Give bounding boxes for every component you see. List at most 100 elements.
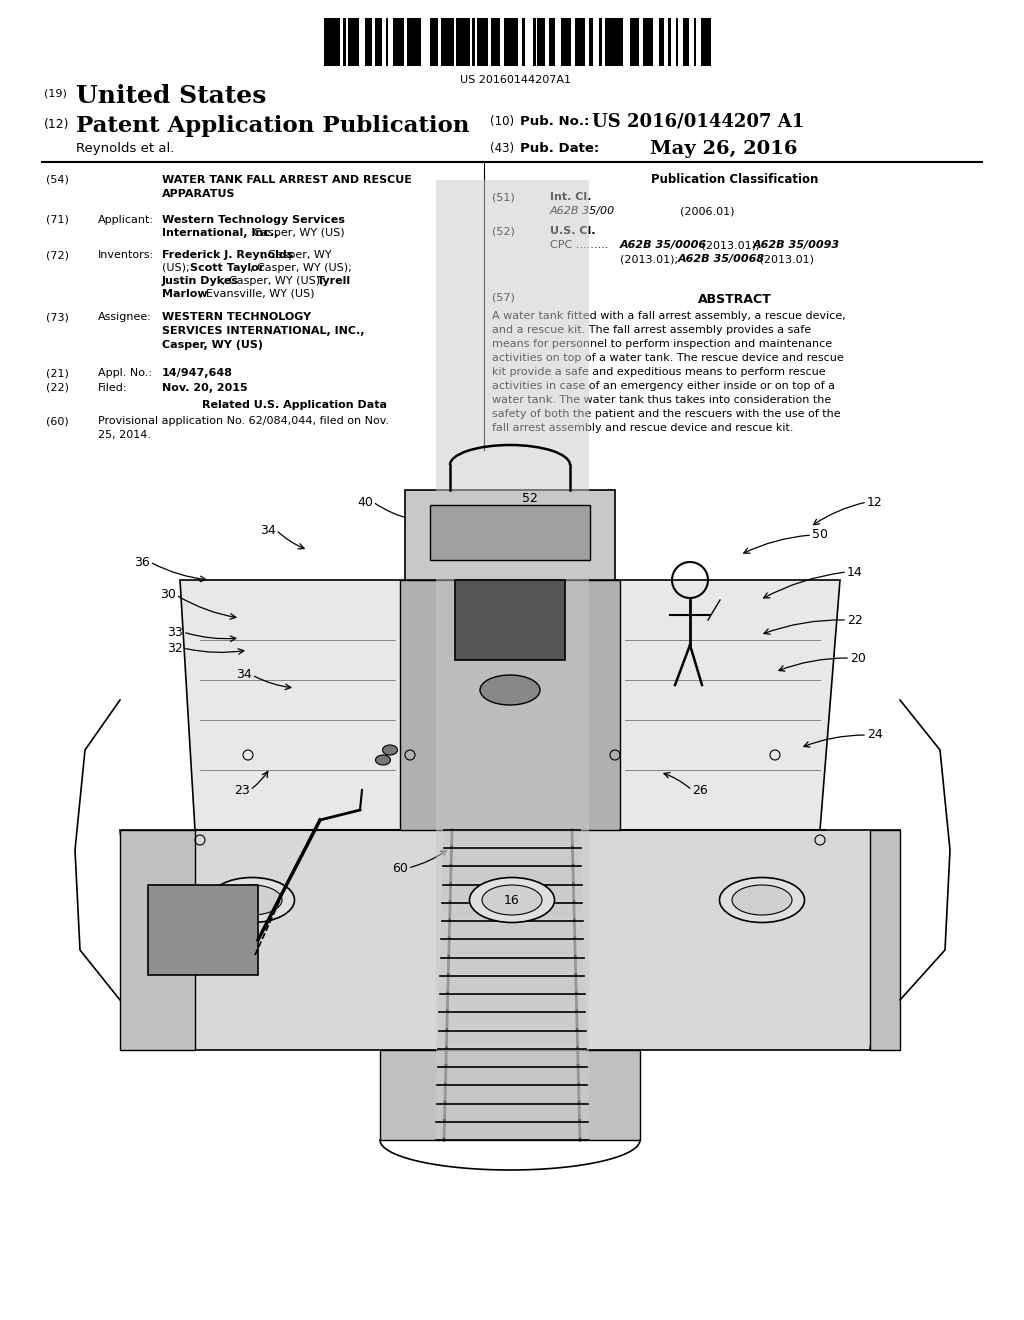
Bar	[549, 18, 553, 66]
Text: (2013.01);: (2013.01);	[620, 253, 682, 264]
Polygon shape	[441, 903, 583, 919]
Text: 40: 40	[357, 495, 373, 508]
Bar	[581, 18, 585, 66]
Text: Int. Cl.: Int. Cl.	[550, 191, 592, 202]
Text: Provisional application No. 62/084,044, filed on Nov.
25, 2014.: Provisional application No. 62/084,044, …	[98, 416, 389, 440]
Bar	[511, 18, 513, 66]
Polygon shape	[870, 830, 900, 1049]
Text: (2013.01): (2013.01)	[756, 253, 814, 264]
Text: , Casper, WY (US);: , Casper, WY (US);	[250, 263, 352, 273]
Text: 20: 20	[850, 652, 866, 664]
Bar	[662, 18, 664, 66]
Text: International, Inc.,: International, Inc.,	[162, 228, 279, 238]
Text: A62B 35/00: A62B 35/00	[550, 206, 615, 216]
Bar	[504, 18, 507, 66]
Bar	[650, 18, 652, 66]
Bar	[571, 18, 574, 66]
Bar	[647, 18, 650, 66]
Text: Pub. Date:: Pub. Date:	[520, 143, 599, 154]
Bar	[407, 18, 410, 66]
Bar	[479, 18, 483, 66]
Bar	[358, 18, 362, 66]
Text: United States: United States	[76, 84, 266, 108]
Bar	[638, 18, 639, 66]
Ellipse shape	[480, 675, 540, 705]
Text: 14/947,648: 14/947,648	[162, 368, 233, 378]
Bar	[493, 18, 495, 66]
Bar	[431, 18, 433, 66]
Polygon shape	[438, 994, 586, 1010]
Bar	[616, 18, 618, 66]
Text: A water tank fitted with a fall arrest assembly, a rescue device,
and a rescue k: A water tank fitted with a fall arrest a…	[492, 312, 846, 433]
Bar	[500, 18, 504, 66]
Bar	[441, 18, 443, 66]
Text: 34: 34	[260, 524, 275, 536]
Text: Justin Dykes: Justin Dykes	[162, 276, 239, 286]
Bar	[438, 18, 441, 66]
Bar	[433, 18, 437, 66]
Polygon shape	[441, 884, 583, 900]
Text: (19): (19)	[44, 88, 67, 98]
Bar	[564, 18, 568, 66]
Text: 26: 26	[692, 784, 708, 796]
Bar	[589, 18, 593, 66]
Ellipse shape	[732, 884, 792, 915]
Text: Nov. 20, 2015: Nov. 20, 2015	[162, 383, 248, 393]
Bar	[574, 18, 578, 66]
Bar	[483, 18, 488, 66]
Bar	[683, 18, 685, 66]
Bar	[607, 18, 610, 66]
Text: 60: 60	[392, 862, 408, 874]
Bar	[430, 506, 590, 560]
Text: Patent Application Publication: Patent Application Publication	[76, 115, 469, 137]
Bar	[488, 18, 490, 66]
Bar	[593, 18, 598, 66]
Bar	[521, 18, 525, 66]
Text: Inventors:: Inventors:	[98, 249, 155, 260]
Bar	[658, 18, 662, 66]
Bar	[335, 18, 338, 66]
Bar	[707, 18, 711, 66]
Bar	[542, 18, 545, 66]
Bar	[426, 18, 430, 66]
Bar	[696, 18, 700, 66]
Polygon shape	[440, 940, 584, 954]
Polygon shape	[120, 830, 195, 1049]
Text: Marlow: Marlow	[162, 289, 208, 300]
Bar	[414, 18, 418, 66]
Bar	[366, 18, 368, 66]
Text: 16: 16	[504, 894, 520, 907]
Bar	[525, 18, 530, 66]
Bar	[386, 18, 388, 66]
Bar	[623, 18, 624, 66]
Text: A62B 35/0093: A62B 35/0093	[753, 240, 840, 249]
Bar	[418, 18, 421, 66]
Text: Related U.S. Application Data: Related U.S. Application Data	[202, 400, 387, 411]
Text: (22): (22)	[46, 383, 69, 393]
Bar	[354, 18, 358, 66]
Ellipse shape	[383, 744, 397, 755]
Bar	[499, 18, 500, 66]
Polygon shape	[380, 1049, 640, 1140]
Text: (52): (52)	[492, 226, 515, 236]
Bar	[348, 18, 351, 66]
Bar	[445, 18, 449, 66]
Text: Tyrell: Tyrell	[317, 276, 351, 286]
Bar	[706, 18, 707, 66]
Text: Casper, WY (US): Casper, WY (US)	[250, 228, 345, 238]
Bar	[388, 18, 392, 66]
Bar	[368, 18, 369, 66]
Bar	[495, 18, 499, 66]
Ellipse shape	[720, 878, 805, 923]
Polygon shape	[442, 866, 582, 882]
Text: May 26, 2016: May 26, 2016	[650, 140, 798, 158]
Bar	[688, 18, 689, 66]
Text: Scott Taylor: Scott Taylor	[190, 263, 264, 273]
Bar	[605, 18, 607, 66]
Text: WATER TANK FALL ARREST AND RESCUE
APPARATUS: WATER TANK FALL ARREST AND RESCUE APPARA…	[162, 176, 412, 199]
Polygon shape	[435, 1104, 589, 1119]
Bar	[399, 18, 400, 66]
Bar	[437, 18, 438, 66]
Text: Assignee:: Assignee:	[98, 312, 152, 322]
Bar	[400, 18, 404, 66]
